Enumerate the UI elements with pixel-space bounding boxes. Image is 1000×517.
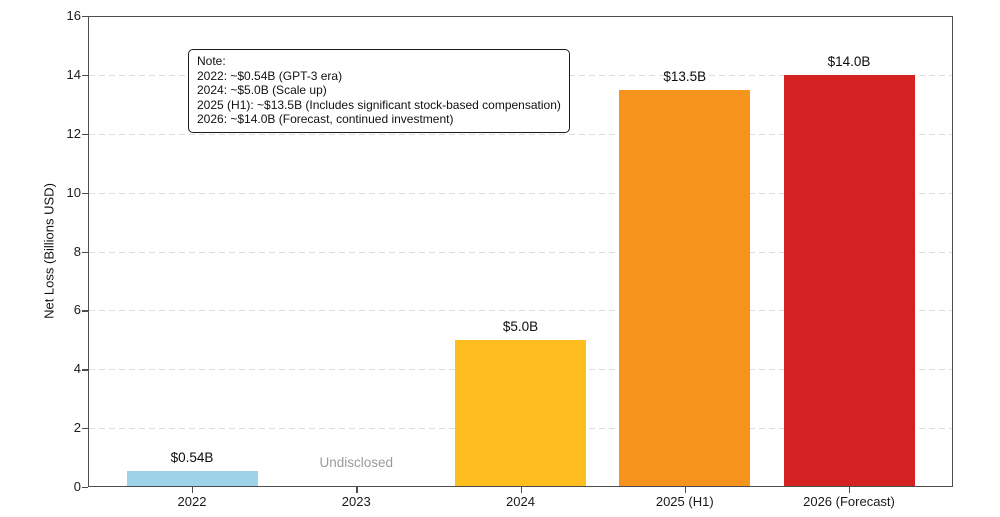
y-axis-tick-label: 14 [66, 66, 81, 82]
y-axis-tick-label: 12 [66, 125, 81, 141]
note-line: 2024: ~$5.0B (Scale up) [197, 83, 327, 98]
y-axis-tick [82, 310, 88, 312]
y-axis-tick-label: 0 [73, 479, 81, 494]
y-axis-tick [82, 74, 88, 77]
note-box: Note: 2022: ~$0.54B (GPT-3 era) 2024: ~$5.… [188, 49, 570, 133]
y-axis-tick-label: 16 [66, 8, 81, 23]
y-axis-tick-label: 4 [73, 361, 81, 377]
note-line: 2026: ~$14.0B (Forecast, continued inves… [197, 112, 454, 127]
x-axis-tick [192, 487, 194, 493]
x-axis-tick [356, 487, 358, 493]
y-axis-tick [82, 428, 88, 430]
note-line: Note: [197, 54, 226, 68]
y-gridline [89, 251, 952, 253]
undisclosed-label: Undisclosed [319, 455, 394, 470]
y-axis-tick [82, 487, 88, 489]
note-line: 2025 (H1): ~$13.5B (Includes significant… [197, 97, 561, 112]
y-axis-tick [82, 133, 88, 136]
bar-value-label: $5.0B [502, 318, 539, 334]
x-axis-tick [684, 487, 687, 493]
y-axis-tick [82, 369, 88, 371]
y-axis-tick-label: 8 [73, 243, 81, 259]
bar-value-label: $13.5B [663, 68, 707, 84]
x-axis-tick-label: 2026 (Forecast) [803, 494, 895, 509]
x-axis-tick-label: 2022 [177, 494, 207, 509]
x-axis-tick-label: 2025 (H1) [655, 494, 714, 509]
bar [126, 471, 258, 487]
y-gridline [89, 310, 952, 312]
bar [455, 339, 586, 487]
bar-value-label: $0.54B [170, 450, 214, 466]
y-axis-tick-label: 6 [73, 302, 81, 318]
note-line: 2022: ~$0.54B (GPT-3 era) [197, 68, 343, 83]
y-gridline [89, 192, 952, 194]
x-axis-tick [520, 487, 522, 493]
bar [783, 74, 915, 487]
x-axis-tick-label: 2024 [506, 494, 535, 509]
y-gridline [89, 133, 952, 135]
x-axis-tick [849, 487, 851, 493]
y-axis-tick [82, 192, 88, 194]
bar [619, 89, 751, 487]
y-axis-tick [82, 251, 88, 253]
plot-area: $0.54B Undisclosed $5.0B $13.5B $14.0B Note:… [88, 16, 953, 487]
bar-value-label: $14.0B [827, 53, 871, 69]
x-axis-tick-label: 2023 [341, 494, 371, 509]
y-axis-tick-label: 10 [66, 184, 81, 200]
y-axis-tick [82, 16, 88, 18]
y-axis-tick-label: 2 [73, 420, 81, 436]
